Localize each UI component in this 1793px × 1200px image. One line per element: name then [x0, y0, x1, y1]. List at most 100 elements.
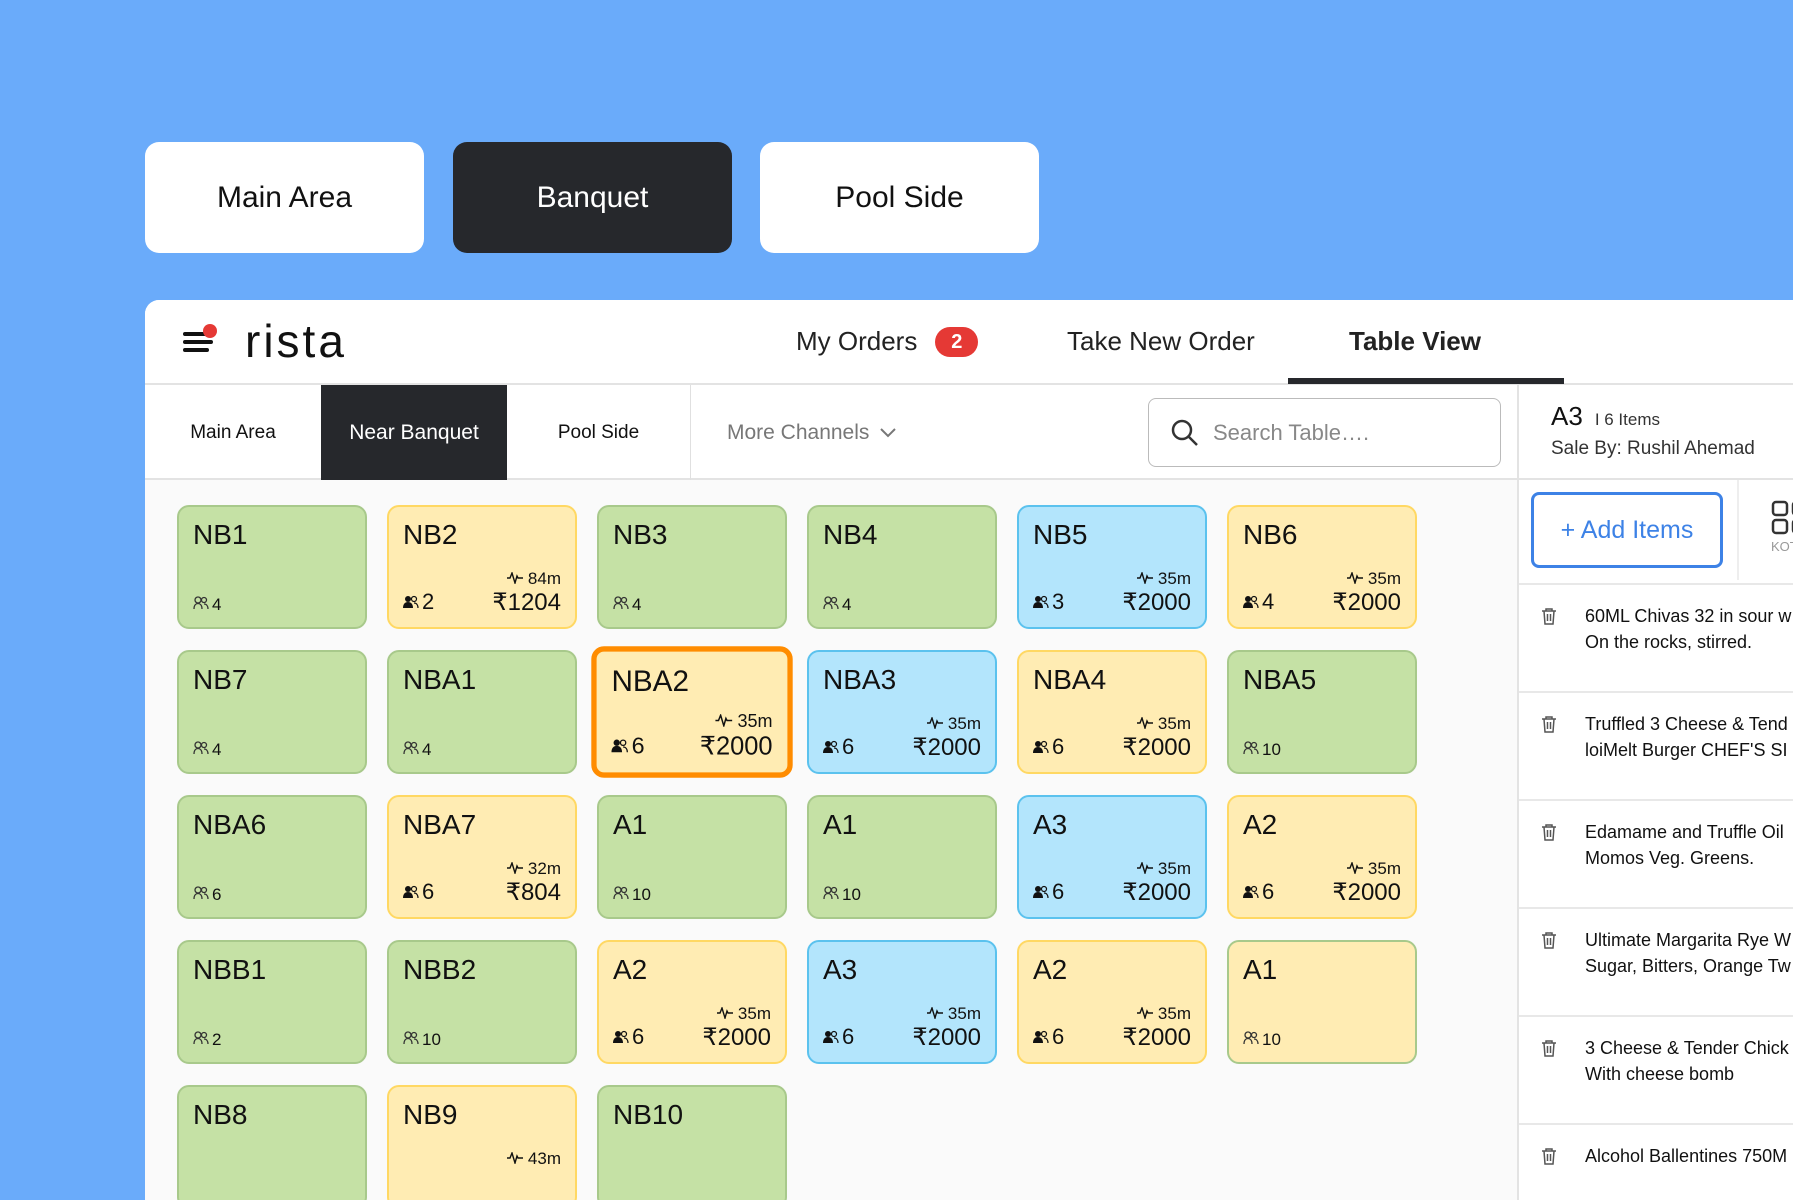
- more-channels-label: More Channels: [727, 420, 870, 444]
- search-input[interactable]: Search Table….: [1148, 398, 1501, 467]
- pulse-icon: [507, 1149, 524, 1168]
- table-name: A1: [823, 809, 858, 840]
- table-card[interactable]: A1 10: [597, 795, 787, 919]
- table-amount: ₹1204: [492, 589, 561, 616]
- trash-icon[interactable]: [1541, 819, 1557, 907]
- table-guests: 4: [193, 595, 221, 615]
- search-icon: [1171, 419, 1198, 446]
- table-card[interactable]: NB7 4: [177, 650, 367, 774]
- table-amount: ₹2000: [1332, 879, 1401, 906]
- nav-table-view[interactable]: Table View: [1349, 326, 1481, 356]
- guests-icon: [611, 732, 628, 760]
- kot-button[interactable]: KOT: [1737, 480, 1793, 580]
- area-tab-banquet[interactable]: Banquet: [453, 142, 732, 253]
- table-card[interactable]: NB3 4: [597, 505, 787, 629]
- guests-icon: [1033, 1024, 1049, 1050]
- order-item[interactable]: 60ML Chivas 32 in sour w On the rocks, st…: [1519, 585, 1793, 693]
- table-duration: 35m: [1137, 859, 1191, 879]
- table-name: NBA5: [1243, 664, 1317, 695]
- trash-icon[interactable]: [1541, 711, 1557, 799]
- add-items-button[interactable]: + Add Items: [1531, 492, 1723, 568]
- item-note: With cheese bomb: [1585, 1064, 1735, 1084]
- nav-take-new-order[interactable]: Take New Order: [1067, 326, 1255, 356]
- table-name: A3: [1033, 809, 1068, 840]
- table-name: NBA6: [193, 809, 267, 840]
- search-placeholder: Search Table….: [1213, 419, 1370, 445]
- table-name: NB1: [193, 519, 248, 550]
- trash-icon[interactable]: [1541, 1035, 1557, 1123]
- table-card[interactable]: A2 35m 6 ₹2000: [1017, 940, 1207, 1064]
- table-name: NB5: [1033, 519, 1088, 550]
- table-amount: ₹2000: [1122, 1024, 1191, 1051]
- trash-icon[interactable]: [1541, 603, 1557, 691]
- table-card[interactable]: NBB1 2: [177, 940, 367, 1064]
- capacity-icon: [1243, 1030, 1259, 1050]
- pulse-icon: [1137, 859, 1154, 878]
- table-card[interactable]: NB1 4: [177, 505, 367, 629]
- table-card[interactable]: NB9 43m: [387, 1085, 577, 1200]
- table-card[interactable]: NBA7 32m 6 ₹804: [387, 795, 577, 919]
- table-card[interactable]: A1 10: [807, 795, 997, 919]
- table-card[interactable]: NBA6 6: [177, 795, 367, 919]
- order-item[interactable]: Edamame and Truffle Oil Momos Veg. Greens…: [1519, 801, 1793, 909]
- order-items-list: 60ML Chivas 32 in sour w On the rocks, st…: [1519, 583, 1793, 1200]
- order-item[interactable]: Truffled 3 Cheese & Tend loiMelt Burger C…: [1519, 693, 1793, 801]
- channel-main-area[interactable]: Main Area: [190, 421, 276, 443]
- table-card[interactable]: NB8: [177, 1085, 367, 1200]
- table-amount: ₹804: [505, 879, 561, 906]
- table-card[interactable]: A3 35m 6 ₹2000: [807, 940, 997, 1064]
- table-amount: ₹2000: [702, 1024, 771, 1051]
- menu-icon[interactable]: [183, 324, 217, 354]
- pulse-icon: [927, 1004, 944, 1023]
- table-name: NB6: [1243, 519, 1298, 550]
- table-card[interactable]: NB2 84m 2 ₹1204: [387, 505, 577, 629]
- capacity-icon: [193, 595, 209, 615]
- table-name: A1: [613, 809, 648, 840]
- order-table-name: A3: [1551, 401, 1583, 431]
- table-card[interactable]: NBA3 35m 6 ₹2000: [807, 650, 997, 774]
- item-note: loiMelt Burger CHEF'S SI: [1585, 740, 1788, 760]
- table-card[interactable]: NB6 35m 4 ₹2000: [1227, 505, 1417, 629]
- pulse-icon: [717, 1004, 734, 1023]
- trash-icon[interactable]: [1541, 1143, 1557, 1200]
- item-note: On the rocks, stirred.: [1585, 632, 1753, 652]
- channel-pool-side[interactable]: Pool Side: [557, 421, 640, 443]
- table-card[interactable]: A3 35m 6 ₹2000: [1017, 795, 1207, 919]
- table-card[interactable]: NBB2 10: [387, 940, 577, 1064]
- order-item[interactable]: Ultimate Margarita Rye W Sugar, Bitters, …: [1519, 909, 1793, 1017]
- table-amount: ₹2000: [912, 1024, 981, 1051]
- table-card[interactable]: NB5 35m 3 ₹2000: [1017, 505, 1207, 629]
- table-card[interactable]: NB4 4: [807, 505, 997, 629]
- table-amount: ₹2000: [1122, 589, 1191, 616]
- table-card[interactable]: NBA1 4: [387, 650, 577, 774]
- channel-near-banquet[interactable]: Near Banquet: [321, 385, 507, 480]
- table-card[interactable]: NBA5 10: [1227, 650, 1417, 774]
- table-card[interactable]: NB10: [597, 1085, 787, 1200]
- table-name: NB2: [403, 519, 458, 550]
- kot-grid-icon: [1771, 500, 1793, 535]
- order-item[interactable]: 3 Cheese & Tender Chick With cheese bomb: [1519, 1017, 1793, 1125]
- pulse-icon: [1347, 569, 1364, 588]
- trash-icon[interactable]: [1541, 927, 1557, 1015]
- table-guests: 6: [403, 879, 434, 905]
- table-card[interactable]: A1 10: [1227, 940, 1417, 1064]
- more-channels-dropdown[interactable]: More Channels: [727, 385, 897, 480]
- pulse-icon: [507, 859, 524, 878]
- table-card[interactable]: A2 35m 6 ₹2000: [1227, 795, 1417, 919]
- pulse-icon: [927, 714, 944, 733]
- item-name: Ultimate Margarita Rye W: [1585, 930, 1792, 950]
- area-tab-pool-side[interactable]: Pool Side: [760, 142, 1039, 253]
- table-name: A3: [823, 954, 858, 985]
- table-card[interactable]: NBA2 35m 6 ₹2000: [591, 646, 793, 778]
- area-tab-main-area[interactable]: Main Area: [145, 142, 424, 253]
- my-orders-label: My Orders: [796, 326, 918, 356]
- table-duration: 35m: [1137, 1004, 1191, 1024]
- table-card[interactable]: NBA4 35m 6 ₹2000: [1017, 650, 1207, 774]
- nav-my-orders[interactable]: My Orders 2: [796, 326, 979, 357]
- pulse-icon: [715, 711, 733, 731]
- table-guests: 6: [1033, 734, 1064, 760]
- order-item[interactable]: Alcohol Ballentines 750M: [1519, 1125, 1793, 1200]
- table-duration: 35m: [715, 711, 773, 732]
- table-amount: ₹2000: [1122, 879, 1191, 906]
- table-card[interactable]: A2 35m 6 ₹2000: [597, 940, 787, 1064]
